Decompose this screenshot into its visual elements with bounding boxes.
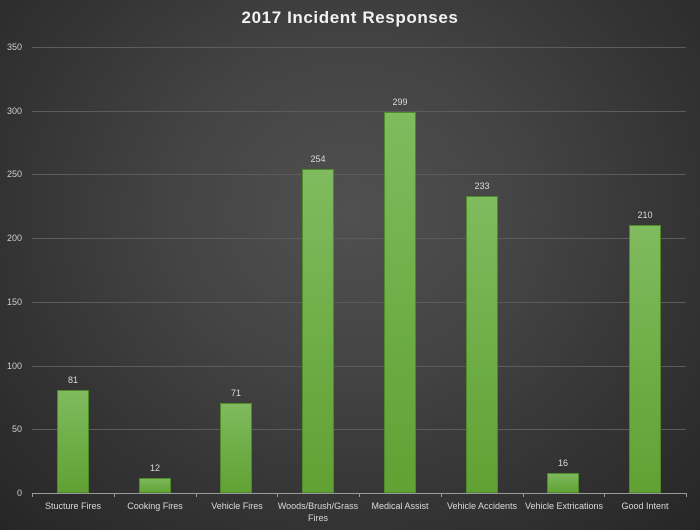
y-tick-label: 350 — [6, 42, 22, 52]
y-tick-label: 0 — [16, 488, 22, 498]
y-tick-label: 250 — [6, 169, 22, 179]
gridline — [32, 429, 686, 430]
gridline — [32, 174, 686, 175]
y-tick-label: 150 — [6, 297, 22, 307]
data-label: 254 — [310, 154, 326, 164]
bar — [629, 225, 661, 493]
data-label: 210 — [637, 210, 653, 220]
y-tick-label: 300 — [6, 106, 22, 116]
x-tick — [32, 493, 33, 497]
x-category-label: Stucture Fires — [44, 501, 102, 511]
data-label: 12 — [149, 463, 160, 473]
y-tick-label: 50 — [11, 424, 22, 434]
data-label: 16 — [557, 458, 568, 468]
gridline — [32, 366, 686, 367]
x-tick — [277, 493, 278, 497]
data-label: 233 — [474, 181, 490, 191]
x-tick — [196, 493, 197, 497]
bar — [547, 473, 579, 493]
x-category-label: Woods/Brush/Grass Fires — [277, 501, 359, 523]
bar — [139, 478, 171, 493]
bar — [302, 169, 334, 493]
bar — [57, 390, 89, 493]
x-tick — [604, 493, 605, 497]
data-label: 81 — [67, 375, 78, 385]
y-tick-label: 100 — [6, 361, 22, 371]
gridline — [32, 302, 686, 303]
bar — [384, 112, 416, 493]
x-tick — [114, 493, 115, 497]
x-tick — [523, 493, 524, 497]
data-label: 299 — [392, 97, 408, 107]
gridline — [32, 47, 686, 48]
x-category-label: Vehicle Fires — [211, 501, 263, 511]
gridline — [32, 238, 686, 239]
x-category-label: Cooking Fires — [127, 501, 183, 511]
bar — [220, 403, 252, 493]
x-category-label: Medical Assist — [371, 501, 429, 511]
x-tick — [441, 493, 442, 497]
y-tick-label: 200 — [6, 233, 22, 243]
chart-title: 2017 Incident Responses — [241, 8, 459, 27]
x-category-label: Vehicle Accidents — [446, 501, 518, 511]
x-tick — [359, 493, 360, 497]
gridline — [32, 111, 686, 112]
x-category-label: Vehicle Extrications — [524, 501, 604, 511]
data-label: 71 — [230, 388, 241, 398]
x-category-label: Good Intent — [621, 501, 669, 511]
bar — [466, 196, 498, 493]
x-tick — [686, 493, 687, 497]
